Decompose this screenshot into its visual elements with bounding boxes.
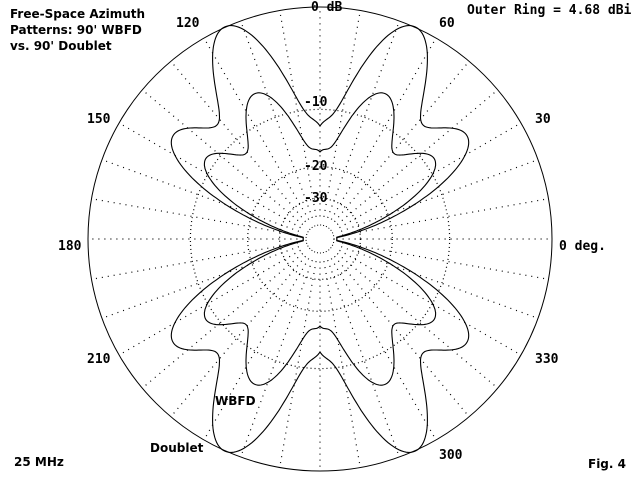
radial-gridline bbox=[118, 249, 301, 356]
outer-ring-label: Outer Ring = 4.68 dBi bbox=[467, 3, 632, 18]
angle-label-300: 300 bbox=[439, 448, 463, 463]
angle-label-330: 330 bbox=[535, 352, 559, 367]
db-ring bbox=[279, 198, 362, 281]
radial-gridline bbox=[279, 10, 317, 217]
radial-gridline bbox=[336, 89, 499, 225]
ring-label-minus10: -10 bbox=[304, 95, 328, 110]
radial-gridline bbox=[323, 10, 361, 217]
ring-label-minus20: -20 bbox=[304, 159, 328, 174]
angle-label-30: 30 bbox=[535, 112, 551, 127]
radial-gridline bbox=[330, 37, 437, 220]
curve-label-wbfd: WBFD bbox=[215, 394, 256, 408]
db-ring bbox=[247, 166, 393, 312]
radial-gridline bbox=[342, 198, 549, 236]
radial-gridline bbox=[327, 20, 400, 219]
radial-gridline bbox=[101, 246, 300, 319]
angle-label-150: 150 bbox=[87, 112, 111, 127]
db-ring bbox=[189, 108, 451, 370]
figure-label: Fig. 4 bbox=[588, 457, 626, 471]
frequency-label: 25 MHz bbox=[14, 455, 64, 469]
radial-gridline bbox=[334, 60, 470, 223]
radial-gridline bbox=[340, 159, 539, 232]
inner-ring bbox=[305, 224, 335, 254]
radial-gridline bbox=[342, 242, 549, 280]
radial-gridline bbox=[91, 242, 298, 280]
radial-gridline bbox=[327, 259, 400, 458]
pattern-curves bbox=[170, 25, 470, 453]
radial-gridline bbox=[279, 261, 317, 468]
radial-gridline bbox=[91, 198, 298, 236]
radial-gridline bbox=[203, 37, 310, 220]
polar-grid bbox=[87, 6, 553, 472]
title-line-2: Patterns: 90' WBFD bbox=[10, 23, 142, 37]
radial-gridline bbox=[334, 255, 470, 418]
radial-gridline bbox=[339, 122, 522, 229]
db-ring bbox=[87, 6, 553, 472]
radial-gridline bbox=[323, 261, 361, 468]
radial-gridline bbox=[340, 246, 539, 319]
curve-labels: WBFD bbox=[215, 394, 256, 408]
angle-label-180: 180 bbox=[58, 239, 82, 254]
radial-gridline bbox=[339, 249, 522, 356]
radial-gridline bbox=[240, 20, 313, 219]
angle-label-210: 210 bbox=[87, 352, 111, 367]
curve-label-doublet: Doublet bbox=[150, 441, 204, 455]
radial-gridline bbox=[336, 253, 499, 389]
radial-gridline bbox=[170, 60, 306, 223]
title-line-1: Free-Space Azimuth bbox=[10, 7, 146, 21]
radial-gridline bbox=[330, 258, 437, 441]
radial-gridline bbox=[170, 255, 306, 418]
radial-gridline bbox=[141, 89, 304, 225]
angle-label-60: 60 bbox=[439, 16, 455, 31]
angle-label-120: 120 bbox=[176, 16, 200, 31]
radial-gridline bbox=[203, 258, 310, 441]
radial-gridline bbox=[101, 159, 300, 232]
angle-label-0: 0 deg. bbox=[559, 239, 606, 254]
ring-label-0db: 0 dB bbox=[311, 0, 343, 15]
radial-gridline bbox=[141, 253, 304, 389]
radial-gridline bbox=[240, 259, 313, 458]
pattern-curve-wbfd bbox=[203, 92, 437, 386]
title-line-3: vs. 90' Doublet bbox=[10, 39, 112, 53]
radial-gridline bbox=[118, 122, 301, 229]
ring-label-minus30: -30 bbox=[304, 191, 328, 206]
